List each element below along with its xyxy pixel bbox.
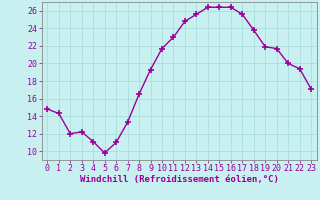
- X-axis label: Windchill (Refroidissement éolien,°C): Windchill (Refroidissement éolien,°C): [80, 175, 279, 184]
